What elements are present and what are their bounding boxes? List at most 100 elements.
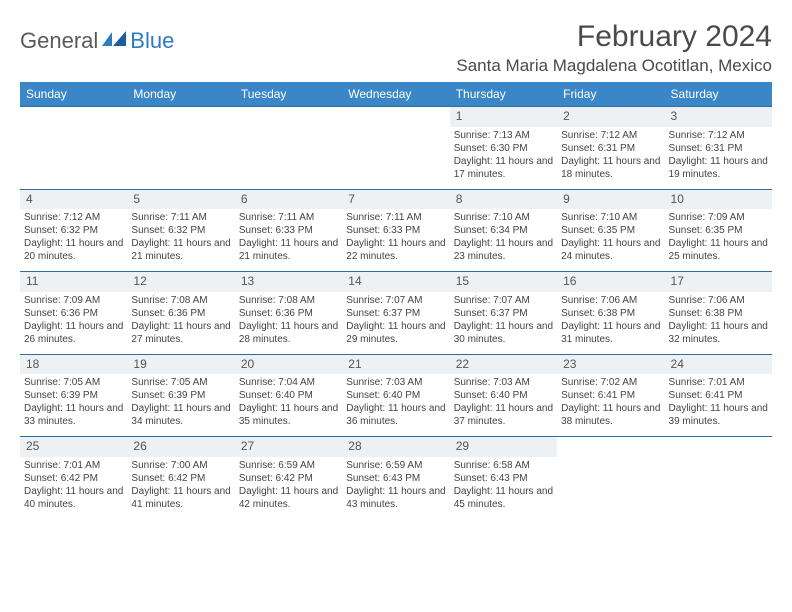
day-number-cell: 10 <box>665 189 772 209</box>
daylight-text: Daylight: 11 hours and 30 minutes. <box>454 320 553 346</box>
day-number-cell: 4 <box>20 189 127 209</box>
week-detail-row: Sunrise: 7:13 AMSunset: 6:30 PMDaylight:… <box>20 127 772 190</box>
daylight-text: Daylight: 11 hours and 34 minutes. <box>131 402 230 428</box>
sunset-text: Sunset: 6:33 PM <box>239 224 338 237</box>
day-detail-cell: Sunrise: 6:59 AMSunset: 6:43 PMDaylight:… <box>342 457 449 519</box>
day-detail-cell: Sunrise: 7:12 AMSunset: 6:32 PMDaylight:… <box>20 209 127 272</box>
daylight-text: Daylight: 11 hours and 18 minutes. <box>561 155 660 181</box>
day-number-cell <box>20 107 127 127</box>
sunrise-text: Sunrise: 7:06 AM <box>669 294 768 307</box>
sunset-text: Sunset: 6:37 PM <box>454 307 553 320</box>
day-header: Saturday <box>665 82 772 107</box>
day-number-cell: 12 <box>127 272 234 292</box>
sunrise-text: Sunrise: 7:10 AM <box>561 211 660 224</box>
sunrise-text: Sunrise: 7:05 AM <box>24 376 123 389</box>
sunrise-text: Sunrise: 7:01 AM <box>669 376 768 389</box>
day-detail-cell: Sunrise: 6:59 AMSunset: 6:42 PMDaylight:… <box>235 457 342 519</box>
week-daynum-row: 11121314151617 <box>20 272 772 292</box>
day-detail-cell: Sunrise: 7:10 AMSunset: 6:35 PMDaylight:… <box>557 209 664 272</box>
daylight-text: Daylight: 11 hours and 43 minutes. <box>346 485 445 511</box>
day-number-cell: 1 <box>450 107 557 127</box>
day-number-cell: 3 <box>665 107 772 127</box>
month-title: February 2024 <box>456 20 772 54</box>
sunset-text: Sunset: 6:43 PM <box>346 472 445 485</box>
sunset-text: Sunset: 6:35 PM <box>561 224 660 237</box>
daylight-text: Daylight: 11 hours and 31 minutes. <box>561 320 660 346</box>
day-detail-cell: Sunrise: 7:06 AMSunset: 6:38 PMDaylight:… <box>665 292 772 355</box>
sunrise-text: Sunrise: 7:12 AM <box>561 129 660 142</box>
sunset-text: Sunset: 6:33 PM <box>346 224 445 237</box>
day-header: Wednesday <box>342 82 449 107</box>
day-number-cell: 25 <box>20 437 127 457</box>
day-detail-cell: Sunrise: 7:08 AMSunset: 6:36 PMDaylight:… <box>235 292 342 355</box>
week-daynum-row: 123 <box>20 107 772 127</box>
sunrise-text: Sunrise: 7:07 AM <box>454 294 553 307</box>
brand-part1: General <box>20 28 98 54</box>
daylight-text: Daylight: 11 hours and 21 minutes. <box>131 237 230 263</box>
daylight-text: Daylight: 11 hours and 37 minutes. <box>454 402 553 428</box>
day-number-cell: 17 <box>665 272 772 292</box>
day-detail-cell <box>557 457 664 519</box>
day-number-cell <box>127 107 234 127</box>
daylight-text: Daylight: 11 hours and 29 minutes. <box>346 320 445 346</box>
daylight-text: Daylight: 11 hours and 40 minutes. <box>24 485 123 511</box>
day-number-cell: 13 <box>235 272 342 292</box>
title-block: February 2024 Santa Maria Magdalena Ocot… <box>456 20 772 76</box>
day-header: Sunday <box>20 82 127 107</box>
sunset-text: Sunset: 6:40 PM <box>346 389 445 402</box>
week-detail-row: Sunrise: 7:09 AMSunset: 6:36 PMDaylight:… <box>20 292 772 355</box>
day-detail-cell: Sunrise: 7:11 AMSunset: 6:32 PMDaylight:… <box>127 209 234 272</box>
sunrise-text: Sunrise: 7:04 AM <box>239 376 338 389</box>
day-detail-cell: Sunrise: 7:01 AMSunset: 6:41 PMDaylight:… <box>665 374 772 437</box>
sunset-text: Sunset: 6:42 PM <box>131 472 230 485</box>
sunrise-text: Sunrise: 7:08 AM <box>131 294 230 307</box>
sunset-text: Sunset: 6:32 PM <box>131 224 230 237</box>
sunrise-text: Sunrise: 6:58 AM <box>454 459 553 472</box>
daylight-text: Daylight: 11 hours and 39 minutes. <box>669 402 768 428</box>
day-number-cell: 15 <box>450 272 557 292</box>
day-detail-cell: Sunrise: 7:06 AMSunset: 6:38 PMDaylight:… <box>557 292 664 355</box>
sunrise-text: Sunrise: 7:07 AM <box>346 294 445 307</box>
day-detail-cell: Sunrise: 7:03 AMSunset: 6:40 PMDaylight:… <box>450 374 557 437</box>
sunset-text: Sunset: 6:34 PM <box>454 224 553 237</box>
daylight-text: Daylight: 11 hours and 41 minutes. <box>131 485 230 511</box>
day-detail-cell: Sunrise: 7:12 AMSunset: 6:31 PMDaylight:… <box>665 127 772 190</box>
sunset-text: Sunset: 6:36 PM <box>24 307 123 320</box>
day-detail-cell <box>127 127 234 190</box>
day-detail-cell: Sunrise: 7:08 AMSunset: 6:36 PMDaylight:… <box>127 292 234 355</box>
day-detail-cell: Sunrise: 7:04 AMSunset: 6:40 PMDaylight:… <box>235 374 342 437</box>
sunset-text: Sunset: 6:42 PM <box>239 472 338 485</box>
sunset-text: Sunset: 6:38 PM <box>561 307 660 320</box>
day-header: Thursday <box>450 82 557 107</box>
page-header: General Blue February 2024 Santa Maria M… <box>20 20 772 76</box>
daylight-text: Daylight: 11 hours and 35 minutes. <box>239 402 338 428</box>
sunset-text: Sunset: 6:36 PM <box>239 307 338 320</box>
day-number-cell: 27 <box>235 437 342 457</box>
day-number-cell: 26 <box>127 437 234 457</box>
daylight-text: Daylight: 11 hours and 45 minutes. <box>454 485 553 511</box>
sunset-text: Sunset: 6:31 PM <box>669 142 768 155</box>
day-detail-cell: Sunrise: 7:12 AMSunset: 6:31 PMDaylight:… <box>557 127 664 190</box>
daylight-text: Daylight: 11 hours and 19 minutes. <box>669 155 768 181</box>
day-number-cell: 22 <box>450 354 557 374</box>
day-number-cell: 11 <box>20 272 127 292</box>
day-number-cell: 20 <box>235 354 342 374</box>
sunset-text: Sunset: 6:38 PM <box>669 307 768 320</box>
day-number-cell <box>342 107 449 127</box>
day-detail-cell: Sunrise: 7:07 AMSunset: 6:37 PMDaylight:… <box>342 292 449 355</box>
sunset-text: Sunset: 6:42 PM <box>24 472 123 485</box>
daylight-text: Daylight: 11 hours and 28 minutes. <box>239 320 338 346</box>
day-detail-cell: Sunrise: 7:00 AMSunset: 6:42 PMDaylight:… <box>127 457 234 519</box>
week-daynum-row: 18192021222324 <box>20 354 772 374</box>
calendar-table: SundayMondayTuesdayWednesdayThursdayFrid… <box>20 82 772 519</box>
day-header: Friday <box>557 82 664 107</box>
sunrise-text: Sunrise: 7:05 AM <box>131 376 230 389</box>
sunrise-text: Sunrise: 7:03 AM <box>454 376 553 389</box>
sunrise-text: Sunrise: 7:12 AM <box>669 129 768 142</box>
day-number-cell <box>235 107 342 127</box>
day-number-cell: 16 <box>557 272 664 292</box>
sunrise-text: Sunrise: 7:09 AM <box>669 211 768 224</box>
sunset-text: Sunset: 6:39 PM <box>131 389 230 402</box>
week-detail-row: Sunrise: 7:05 AMSunset: 6:39 PMDaylight:… <box>20 374 772 437</box>
day-detail-cell: Sunrise: 7:05 AMSunset: 6:39 PMDaylight:… <box>20 374 127 437</box>
